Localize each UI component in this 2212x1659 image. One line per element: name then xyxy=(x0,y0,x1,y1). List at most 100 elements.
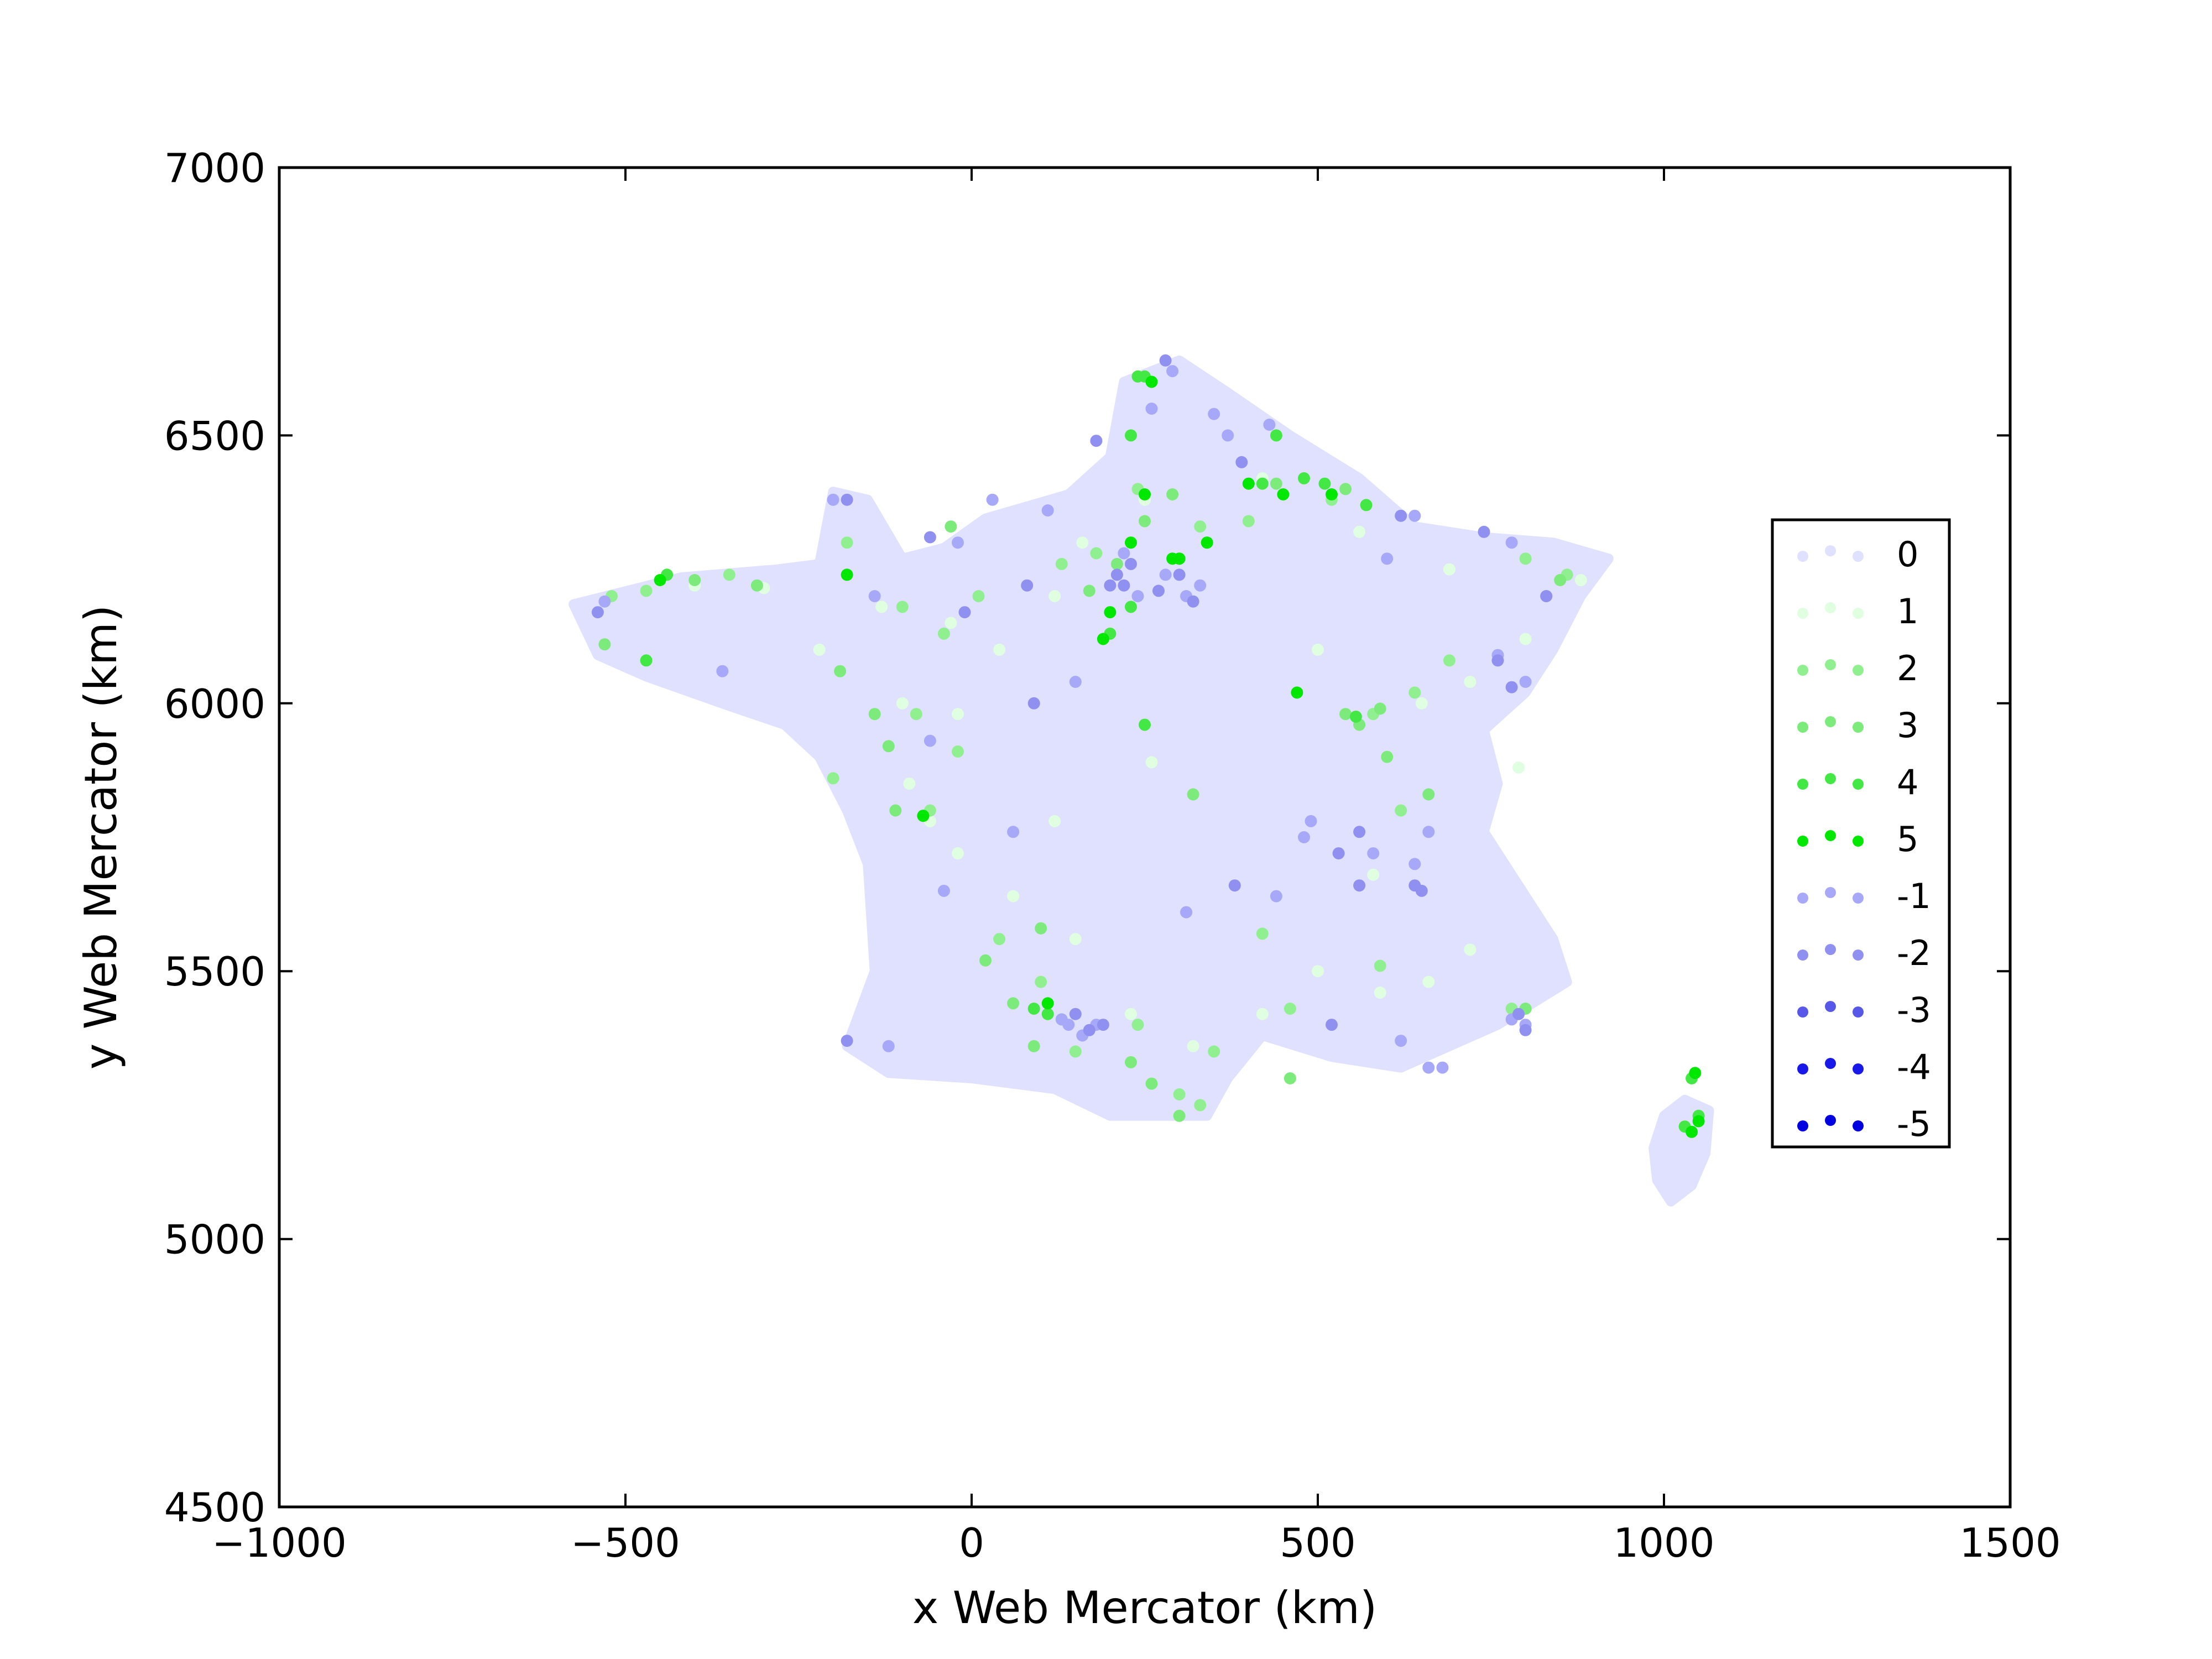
legend-marker xyxy=(1797,1120,1808,1131)
data-point xyxy=(1048,590,1061,602)
legend-item: -3 xyxy=(1797,990,1931,1030)
legend-marker xyxy=(1853,893,1864,904)
data-point xyxy=(993,643,1006,656)
data-point xyxy=(1187,595,1199,608)
legend-marker xyxy=(1825,1058,1836,1069)
data-point xyxy=(1110,568,1123,581)
y-axis: 4500 5000 5500 6000 6500 7000 xyxy=(164,145,2010,1531)
legend-label: 1 xyxy=(1897,591,1918,632)
legend-item: 5 xyxy=(1797,819,1918,859)
data-point xyxy=(1242,477,1255,490)
data-point xyxy=(1125,1008,1137,1020)
data-point xyxy=(958,606,971,619)
legend-marker xyxy=(1853,779,1864,790)
data-point xyxy=(1076,536,1089,549)
data-point xyxy=(924,531,936,544)
legend-label: -4 xyxy=(1897,1047,1931,1087)
data-point xyxy=(1027,697,1040,709)
data-point xyxy=(1166,488,1179,500)
data-point xyxy=(1145,1077,1158,1090)
legend-marker xyxy=(1797,551,1808,562)
y-tick-label: 6500 xyxy=(164,413,265,459)
legend-label: 4 xyxy=(1897,762,1918,802)
data-point xyxy=(1374,702,1386,715)
data-point xyxy=(1166,365,1179,378)
data-point xyxy=(841,493,853,506)
legend-label: -3 xyxy=(1897,990,1931,1030)
data-point xyxy=(1256,477,1269,490)
legend-marker xyxy=(1825,659,1836,670)
data-point xyxy=(1686,1125,1698,1138)
data-point xyxy=(993,933,1006,946)
data-point xyxy=(1173,568,1186,581)
data-point xyxy=(1395,509,1407,522)
data-point xyxy=(1007,826,1020,838)
legend-marker xyxy=(1853,665,1864,676)
data-point xyxy=(1159,354,1172,367)
data-point xyxy=(889,804,902,817)
legend-marker xyxy=(1853,1006,1864,1018)
data-point xyxy=(827,493,839,506)
data-point xyxy=(1408,858,1421,870)
legend-marker xyxy=(1825,944,1836,955)
data-point xyxy=(1422,788,1435,801)
data-point xyxy=(937,884,950,897)
legend-marker xyxy=(1797,608,1808,619)
data-point xyxy=(882,1040,895,1052)
data-point xyxy=(1312,965,1324,978)
data-point xyxy=(1422,826,1435,838)
data-point xyxy=(1222,429,1234,442)
data-point xyxy=(1083,1024,1095,1036)
data-point xyxy=(903,778,916,790)
data-point xyxy=(1194,579,1207,592)
data-point xyxy=(813,643,826,656)
legend-marker xyxy=(1825,602,1836,613)
data-point xyxy=(723,568,735,581)
data-point xyxy=(1422,1061,1435,1074)
data-point xyxy=(986,493,999,506)
x-tick-label: 500 xyxy=(1280,1520,1355,1566)
data-point xyxy=(1131,1019,1144,1031)
legend-item: -4 xyxy=(1797,1047,1931,1087)
data-point xyxy=(945,617,957,629)
data-point xyxy=(1312,643,1324,656)
data-point xyxy=(1505,681,1518,693)
data-point xyxy=(1208,408,1220,420)
data-point xyxy=(1180,906,1193,919)
y-tick-label: 6000 xyxy=(164,681,265,727)
data-point xyxy=(1270,429,1282,442)
data-point xyxy=(1173,1109,1186,1122)
data-point xyxy=(1228,879,1241,892)
data-point xyxy=(1055,557,1068,570)
legend-marker xyxy=(1853,608,1864,619)
data-point xyxy=(937,627,950,640)
data-point xyxy=(1367,868,1380,881)
data-point xyxy=(1139,515,1151,528)
data-point xyxy=(1125,557,1137,570)
x-axis: −1000 −500 0 500 1000 1500 xyxy=(212,168,2061,1566)
data-point xyxy=(1007,890,1020,902)
legend-label: -2 xyxy=(1897,933,1931,973)
data-point xyxy=(882,740,895,753)
data-point xyxy=(1007,997,1020,1010)
x-tick-label: −1000 xyxy=(212,1520,347,1566)
legend-marker xyxy=(1797,836,1808,847)
data-point xyxy=(924,734,936,747)
data-point xyxy=(1270,890,1282,902)
data-point xyxy=(1443,654,1455,667)
data-point xyxy=(1027,1040,1040,1052)
data-point xyxy=(1152,585,1165,597)
legend-marker xyxy=(1853,1120,1864,1131)
data-point xyxy=(1298,472,1310,484)
legend-marker xyxy=(1797,1006,1808,1018)
data-point xyxy=(1519,676,1532,688)
data-point xyxy=(1187,788,1199,801)
legend-marker xyxy=(1825,887,1836,898)
data-point xyxy=(1360,499,1373,512)
data-point xyxy=(834,665,847,677)
data-point xyxy=(1208,1045,1220,1058)
data-point xyxy=(1104,579,1117,592)
data-point xyxy=(598,638,611,651)
data-point xyxy=(1069,933,1082,946)
legend-marker xyxy=(1853,1063,1864,1074)
